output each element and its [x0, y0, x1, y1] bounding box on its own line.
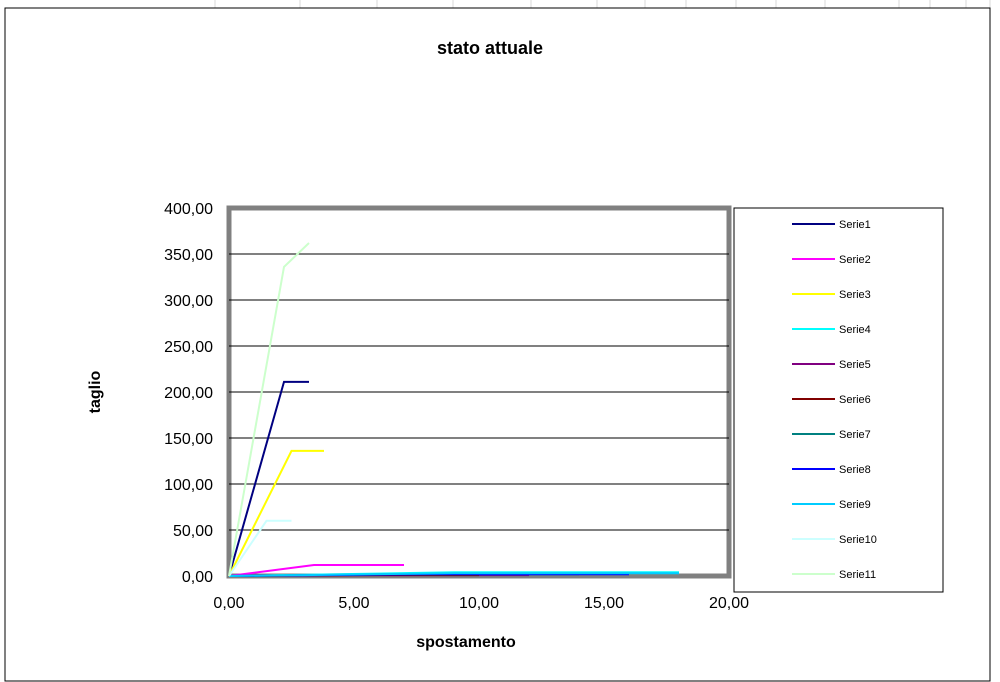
legend-label: Serie4	[839, 324, 871, 336]
series-lines	[228, 242, 679, 577]
y-tick-label: 250,00	[164, 339, 213, 356]
series-line-serie9	[228, 572, 679, 577]
legend-label: Serie10	[839, 534, 877, 546]
legend-label: Serie5	[839, 359, 871, 371]
x-tick-labels: 0,00 5,00 10,00 15,00 20,00	[213, 595, 749, 612]
legend-label: Serie6	[839, 394, 871, 406]
y-tick-label: 300,00	[164, 293, 213, 310]
series-line-serie10	[228, 519, 292, 577]
y-axis-label: taglio	[87, 370, 104, 413]
legend-box	[733, 207, 944, 593]
x-axis-label: spostamento	[416, 634, 516, 651]
y-tick-labels: 0,00 50,00 100,00 150,00 200,00 250,00 300,00 3…	[164, 201, 213, 586]
y-tick-label: 100,00	[164, 477, 213, 494]
x-tick-label: 20,00	[709, 595, 749, 612]
series-line-serie3	[228, 449, 324, 577]
legend-label: Serie7	[839, 429, 871, 441]
legend-label: Serie1	[839, 219, 871, 231]
series-line-serie2	[228, 564, 404, 577]
legend-label: Serie3	[839, 289, 871, 301]
y-tick-label: 400,00	[164, 201, 213, 218]
legend: Serie1 Serie2 Serie3 Serie4 Serie5 Serie6 Seri…	[792, 219, 877, 581]
y-tick-label: 50,00	[173, 523, 213, 540]
gridlines	[229, 253, 729, 531]
x-tick-label: 10,00	[459, 595, 499, 612]
x-tick-label: 5,00	[338, 595, 369, 612]
chart-title: stato attuale	[437, 38, 543, 58]
y-tick-label: 150,00	[164, 431, 213, 448]
x-tick-label: 15,00	[584, 595, 624, 612]
legend-label: Serie9	[839, 499, 871, 511]
legend-label: Serie2	[839, 254, 871, 266]
x-tick-label: 0,00	[213, 595, 244, 612]
y-tick-label: 0,00	[182, 569, 213, 586]
series-line-serie1	[228, 380, 309, 577]
legend-label: Serie8	[839, 464, 871, 476]
y-tick-label: 200,00	[164, 385, 213, 402]
series-line-serie11	[228, 242, 310, 577]
y-tick-label: 350,00	[164, 247, 213, 264]
legend-label: Serie11	[839, 569, 876, 581]
